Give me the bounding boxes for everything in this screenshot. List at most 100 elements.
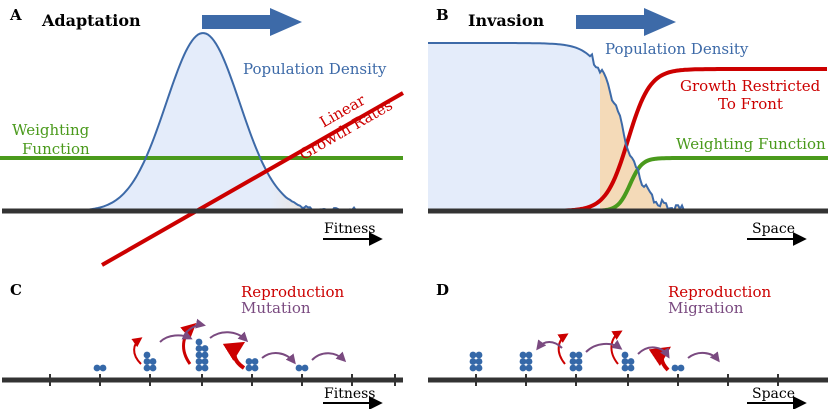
front-shading (600, 69, 690, 212)
direction-arrow-icon (576, 8, 676, 36)
population-density-fill (30, 33, 365, 211)
panel-a-letter: A (9, 6, 22, 24)
growth-restricted-curve (555, 67, 827, 213)
panel-a-axis-label: Fitness (324, 221, 376, 237)
panel-b-letter: B (436, 6, 449, 24)
panel-c-individual-dot (195, 338, 203, 346)
population-density-curve (428, 42, 690, 214)
mutation-arrow (183, 318, 206, 337)
panel-d-individual-dot (475, 364, 483, 372)
panel-d-individual-dot (525, 358, 533, 365)
panel-c-individual-dot (149, 358, 157, 365)
panel-d-individual-dot (621, 358, 629, 365)
panel-d-individual-dot (469, 364, 477, 372)
panel-c-individual-dot (201, 345, 209, 352)
panel-a-weighting-label-1: Weighting (12, 121, 90, 139)
panel-d-individual-dot (469, 351, 477, 359)
panel-d-individual-dot (569, 351, 577, 359)
panel-a-density-label: Population Density (243, 60, 387, 78)
migration-arrow (536, 339, 563, 351)
panel-c-individual-dot (149, 364, 157, 372)
panel-d-individual-dot (525, 351, 533, 359)
front-shading (270, 177, 365, 211)
panel-a-title: Adaptation (41, 11, 141, 30)
panel-c-individual-dot (201, 364, 209, 372)
panel-a-growth-label: Linear Growth Rates (296, 91, 396, 164)
panel-c-individual-dot (195, 351, 203, 359)
migration-arrow (637, 346, 670, 359)
panel-c-individual-dot (295, 364, 303, 372)
panel-d-individual-dot (569, 364, 577, 372)
population-density-fill (428, 43, 690, 211)
panel-b-axis-label: Space (752, 221, 795, 237)
migration-arrow (585, 339, 623, 353)
weighting-function-curve (597, 156, 828, 213)
panel-a: A Adaptation Fitness Population Density … (0, 6, 404, 267)
panel-b-title: Invasion (468, 11, 545, 30)
panel-d-legend-reproduction: Reproduction (668, 283, 771, 301)
panel-d-letter: D (436, 281, 449, 299)
panel-d-individual-dot (519, 364, 527, 372)
panel-d-individual-dot (627, 364, 635, 372)
panel-a-weighting-label-2: Function (22, 140, 90, 158)
panel-c-individual-dot (201, 351, 209, 359)
growth-rate-line (101, 91, 404, 267)
panel-d-individual-dot (621, 364, 629, 372)
panel-c-individual-dot (93, 364, 101, 372)
panel-c-individual-dot (195, 345, 203, 352)
panel-d-individual-dot (475, 351, 483, 359)
migration-arrow (687, 351, 720, 363)
panel-c-individual-dot (143, 358, 151, 365)
panel-c-individual-dot (301, 364, 309, 372)
panel-d: D Reproduction Migration Space (428, 281, 828, 409)
panel-c: C Reproduction Mutation Fitness (2, 281, 403, 409)
reproduction-arrow (222, 341, 246, 370)
mutation-arrow (261, 352, 296, 365)
panel-c-individual-dot (143, 351, 151, 359)
reproduction-arrow (557, 333, 569, 365)
mutation-arrow (209, 331, 249, 343)
panel-d-axis-label: Space (752, 386, 795, 402)
panel-b-growth-label-2: To Front (718, 95, 783, 113)
panel-d-individual-dot (575, 351, 583, 359)
panel-c-ticks (49, 374, 396, 386)
panel-c-individual-dot (195, 358, 203, 365)
panel-c-individual-dot (245, 358, 253, 365)
panel-d-individual-dot (575, 364, 583, 372)
panel-b-growth-label-1: Growth Restricted (680, 77, 821, 95)
panel-c-axis-label: Fitness (324, 386, 376, 402)
panel-d-individual-dot (677, 364, 685, 372)
panel-d-ticks (475, 374, 779, 386)
panel-c-individual-dot (195, 364, 203, 372)
panel-d-individual-dot (525, 364, 533, 372)
panel-c-individual-dot (143, 364, 151, 372)
direction-arrow-icon (202, 8, 302, 36)
panel-c-dots (93, 338, 309, 372)
panel-d-individual-dot (627, 358, 635, 365)
panel-d-legend-migration: Migration (668, 299, 744, 317)
panel-c-letter: C (10, 281, 22, 299)
mutation-arrow (311, 351, 347, 363)
panel-d-individual-dot (469, 358, 477, 365)
panel-d-individual-dot (671, 364, 679, 372)
panel-b-density-label: Population Density (605, 40, 749, 58)
panel-c-individual-dot (99, 364, 107, 372)
panel-d-individual-dot (621, 351, 629, 359)
panel-d-individual-dot (519, 351, 527, 359)
panel-c-legend-mutation: Mutation (241, 299, 311, 317)
panel-d-individual-dot (569, 358, 577, 365)
panel-c-individual-dot (245, 364, 253, 372)
panel-c-individual-dot (251, 358, 259, 365)
panel-d-dots (469, 351, 685, 372)
panel-d-individual-dot (575, 358, 583, 365)
panel-c-legend-reproduction: Reproduction (241, 283, 344, 301)
panel-d-individual-dot (519, 358, 527, 365)
reproduction-arrow (131, 337, 143, 365)
panel-c-individual-dot (201, 358, 209, 365)
panel-c-individual-dot (251, 364, 259, 372)
panel-b: B Invasion Space Population Density Grow… (428, 6, 828, 246)
mutation-arrow (159, 330, 193, 343)
panel-b-weighting-label: Weighting Function (676, 135, 826, 153)
panel-d-individual-dot (475, 358, 483, 365)
